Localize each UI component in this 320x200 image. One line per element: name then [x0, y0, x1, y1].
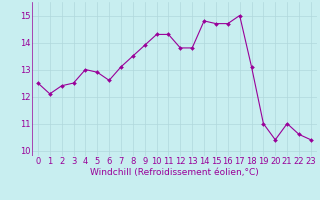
- X-axis label: Windchill (Refroidissement éolien,°C): Windchill (Refroidissement éolien,°C): [90, 168, 259, 177]
